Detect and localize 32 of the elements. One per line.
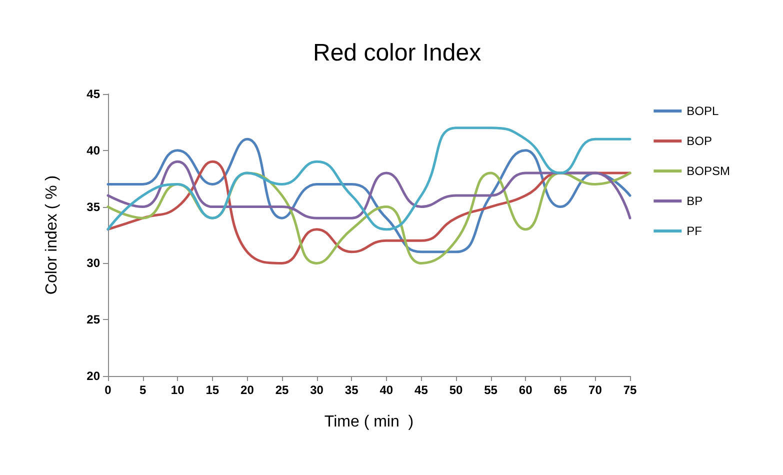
x-tick-label: 45: [414, 383, 428, 397]
x-tick-label: 70: [588, 383, 602, 397]
x-tick-label: 25: [275, 383, 289, 397]
legend-label: BOPSM: [686, 164, 730, 178]
x-tick-label: 50: [449, 383, 463, 397]
x-tick-label: 60: [518, 383, 533, 397]
x-tick-label: 10: [170, 383, 185, 397]
x-tick-label: 5: [139, 383, 146, 397]
x-tick-label: 55: [484, 383, 498, 397]
y-axis-title: Color index ( % ): [44, 175, 60, 295]
x-tick-label: 30: [310, 383, 324, 397]
x-tick-label: 0: [104, 383, 112, 397]
x-tick-label: 40: [380, 383, 394, 397]
x-tick-label: 15: [206, 383, 220, 397]
x-tick-label: 65: [554, 383, 568, 397]
chart-title: Red color Index: [313, 40, 482, 66]
legend-label: BOP: [686, 134, 712, 148]
legend-label: PF: [686, 224, 702, 238]
x-tick-label: 20: [240, 383, 254, 397]
legend-label: BOPL: [686, 104, 719, 118]
y-tick-label: 35: [86, 200, 100, 214]
y-tick-label: 25: [86, 312, 100, 327]
line-series: [106, 160, 632, 220]
line-series: [106, 126, 632, 231]
x-tick-label: 75: [623, 383, 637, 397]
y-tick-label: 45: [86, 87, 100, 101]
x-tick-label: 35: [344, 383, 359, 397]
x-axis-title: Time ( min ): [324, 414, 414, 430]
y-tick-label: 20: [86, 369, 100, 383]
y-tick-label: 40: [86, 143, 100, 158]
y-tick-label: 30: [86, 256, 100, 270]
legend-label: BP: [686, 194, 703, 208]
